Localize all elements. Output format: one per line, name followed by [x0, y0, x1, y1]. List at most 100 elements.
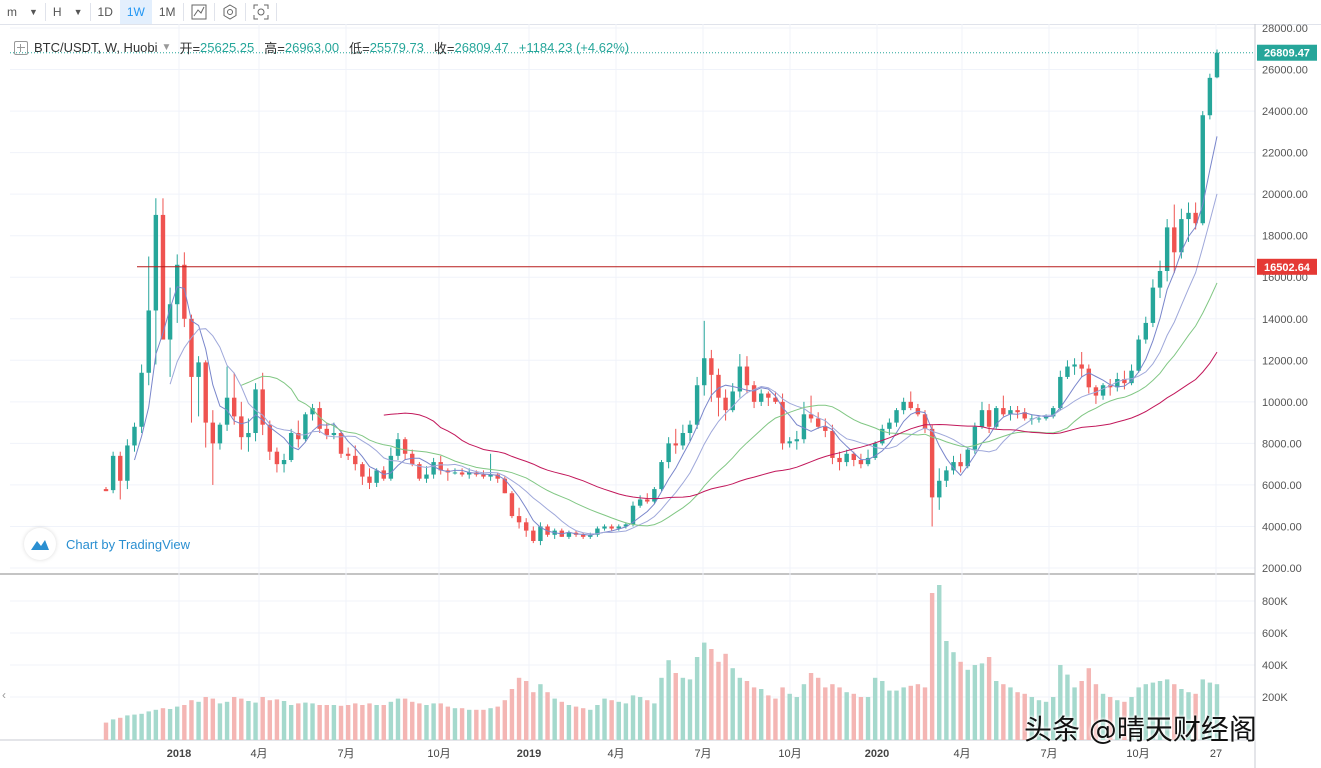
time-axis-label: 2018	[167, 748, 191, 760]
volume-axis-label: 800K	[1262, 596, 1288, 608]
volume-bar	[374, 705, 379, 740]
moving-average-fast	[134, 136, 1218, 536]
volume-bar	[780, 687, 785, 740]
close-value: 26809.47	[454, 40, 509, 55]
volume-bar	[388, 701, 394, 740]
candle-body	[1115, 379, 1120, 388]
symbol-icon[interactable]	[14, 40, 28, 55]
volume-bar	[687, 679, 693, 740]
volume-bar	[538, 684, 543, 740]
volume-bar	[766, 695, 771, 740]
candle-body	[723, 397, 728, 411]
interval-1w-button[interactable]: 1W	[119, 0, 152, 24]
candle-body	[103, 489, 109, 492]
candle-body	[872, 443, 878, 458]
change-value: +1184.23 (+4.62%)	[518, 40, 630, 55]
interval-label: 1W	[126, 5, 145, 19]
candle-body	[758, 393, 764, 402]
candle-body	[231, 397, 237, 417]
volume-bar	[1143, 684, 1148, 740]
volume-bar	[972, 665, 978, 740]
chevron-down-icon[interactable]: ▼	[161, 42, 172, 53]
candle-body	[1129, 370, 1134, 384]
candle-body	[1008, 410, 1013, 415]
symbol-label[interactable]: BTC/USDT, W, Huobi	[34, 40, 158, 55]
interval-1m-button[interactable]: 1M	[152, 0, 183, 24]
interval-m-button[interactable]: m ▼	[0, 0, 45, 24]
candle-body	[1214, 52, 1220, 78]
volume-bar	[424, 705, 429, 740]
candle-body	[538, 526, 543, 541]
candle-body	[637, 499, 643, 506]
volume-bar	[837, 687, 842, 740]
volume-bar	[1129, 697, 1134, 740]
time-axis-label: 4月	[953, 748, 970, 760]
volume-bar	[267, 700, 273, 740]
volume-bar	[175, 706, 180, 740]
volume-bar	[737, 677, 743, 740]
candle-body	[417, 464, 422, 479]
candle-style-icon[interactable]	[184, 0, 214, 24]
candle-body	[780, 401, 785, 444]
volume-bar	[823, 687, 828, 740]
volume-bar	[830, 684, 835, 740]
candle-body	[673, 443, 678, 446]
tradingview-watermark[interactable]: Chart by TradingView	[24, 528, 190, 560]
candle-body	[730, 391, 735, 411]
volume-axis-label: 600K	[1262, 628, 1288, 640]
volume-bar	[1022, 693, 1027, 740]
candle-body	[338, 433, 344, 454]
candle-body	[509, 493, 515, 517]
volume-bar	[125, 715, 130, 740]
interval-h-button[interactable]: H ▼	[46, 0, 90, 24]
volume-bar	[801, 684, 807, 740]
interval-1d-button[interactable]: 1D	[91, 0, 120, 24]
time-axis-label: 7月	[694, 748, 711, 760]
volume-bar	[730, 668, 735, 740]
volume-bar	[502, 700, 508, 740]
volume-bar	[146, 711, 151, 740]
volume-bar	[367, 703, 372, 740]
volume-bar	[787, 693, 792, 740]
settings-icon[interactable]	[215, 0, 245, 24]
volume-bar	[844, 692, 849, 740]
interval-label: H	[52, 5, 62, 19]
candle-body	[431, 462, 436, 475]
volume-bar	[189, 700, 194, 740]
volume-bar	[595, 705, 600, 740]
price-axis-label: 28000.00	[1262, 23, 1308, 35]
volume-bar	[303, 702, 308, 740]
candle-body	[196, 362, 201, 377]
candle-body	[1022, 412, 1027, 419]
candle-body	[217, 424, 223, 444]
volume-bar	[609, 700, 614, 740]
candle-body	[986, 410, 992, 427]
volume-bar	[723, 653, 728, 740]
volume-bar	[381, 705, 386, 740]
candle-body	[438, 462, 443, 471]
candle-body	[1143, 322, 1148, 340]
volume-bar	[1008, 687, 1013, 740]
volume-bar	[224, 701, 230, 740]
credit-watermark: 头条 @晴天财经阁	[1024, 713, 1257, 746]
screenshot-icon[interactable]	[246, 0, 276, 24]
volume-bar	[516, 677, 522, 740]
candle-body	[580, 534, 586, 537]
candle-body	[737, 366, 743, 392]
volume-bar	[1036, 700, 1042, 740]
volume-bar	[274, 699, 280, 740]
chevron-left-icon[interactable]: ‹	[2, 688, 6, 702]
candle-body	[787, 441, 792, 444]
candle-body	[1043, 416, 1049, 419]
candle-body	[1164, 227, 1170, 271]
volume-bar	[937, 585, 942, 740]
volume-bar	[1193, 693, 1198, 740]
volume-bar	[1107, 697, 1113, 740]
volume-bar	[808, 673, 814, 740]
price-axis-label: 20000.00	[1262, 189, 1308, 201]
candle-body	[652, 489, 657, 502]
candle-body	[588, 534, 593, 537]
candle-body	[801, 414, 807, 440]
candle-body	[851, 453, 856, 460]
